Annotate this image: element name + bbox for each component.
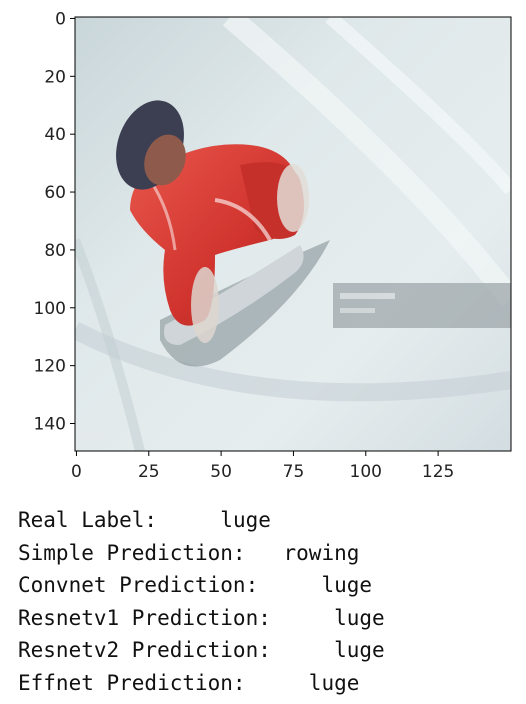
x-tick-label: 25	[138, 462, 160, 482]
y-axis: 0 20 40 60 80 100 120 140	[34, 9, 75, 434]
output-label: Resnetv2 Prediction:	[18, 638, 271, 662]
output-value: luge	[220, 508, 271, 532]
x-tick-label: 100	[350, 462, 382, 482]
y-tick-label: 100	[34, 299, 66, 319]
x-axis: 0 25 50 75 100 125	[71, 451, 454, 482]
luge-photo	[75, 17, 511, 451]
output-line: Resnetv2 Prediction: luge	[18, 634, 385, 667]
output-line: Convnet Prediction: luge	[18, 569, 385, 602]
image-plot: 0 20 40 60 80 100 120 140 0 25 50 75 100 125	[0, 0, 526, 490]
x-tick-label: 75	[283, 462, 305, 482]
output-label: Simple Prediction:	[18, 541, 246, 565]
output-line: Simple Prediction: rowing	[18, 537, 385, 570]
y-tick-label: 20	[44, 67, 66, 87]
output-label: Real Label:	[18, 508, 157, 532]
y-tick-label: 0	[55, 9, 66, 29]
y-tick-label: 80	[44, 241, 66, 261]
output-line: Resnetv1 Prediction: luge	[18, 602, 385, 635]
output-value: luge	[334, 638, 385, 662]
prediction-output: Real Label: luge Simple Prediction: rowin…	[18, 504, 385, 700]
output-line: Effnet Prediction: luge	[18, 667, 385, 700]
x-tick-label: 0	[71, 462, 82, 482]
output-value: luge	[334, 606, 385, 630]
output-line: Real Label: luge	[18, 504, 385, 537]
output-label: Resnetv1 Prediction:	[18, 606, 271, 630]
y-tick-label: 140	[34, 415, 66, 435]
output-value: rowing	[284, 541, 360, 565]
y-tick-label: 60	[44, 183, 66, 203]
x-tick-label: 50	[210, 462, 232, 482]
x-tick-label: 125	[422, 462, 454, 482]
y-tick-label: 120	[34, 357, 66, 377]
output-label: Effnet Prediction:	[18, 671, 246, 695]
output-label: Convnet Prediction:	[18, 573, 258, 597]
output-value: luge	[321, 573, 372, 597]
y-tick-label: 40	[44, 125, 66, 145]
output-value: luge	[309, 671, 360, 695]
